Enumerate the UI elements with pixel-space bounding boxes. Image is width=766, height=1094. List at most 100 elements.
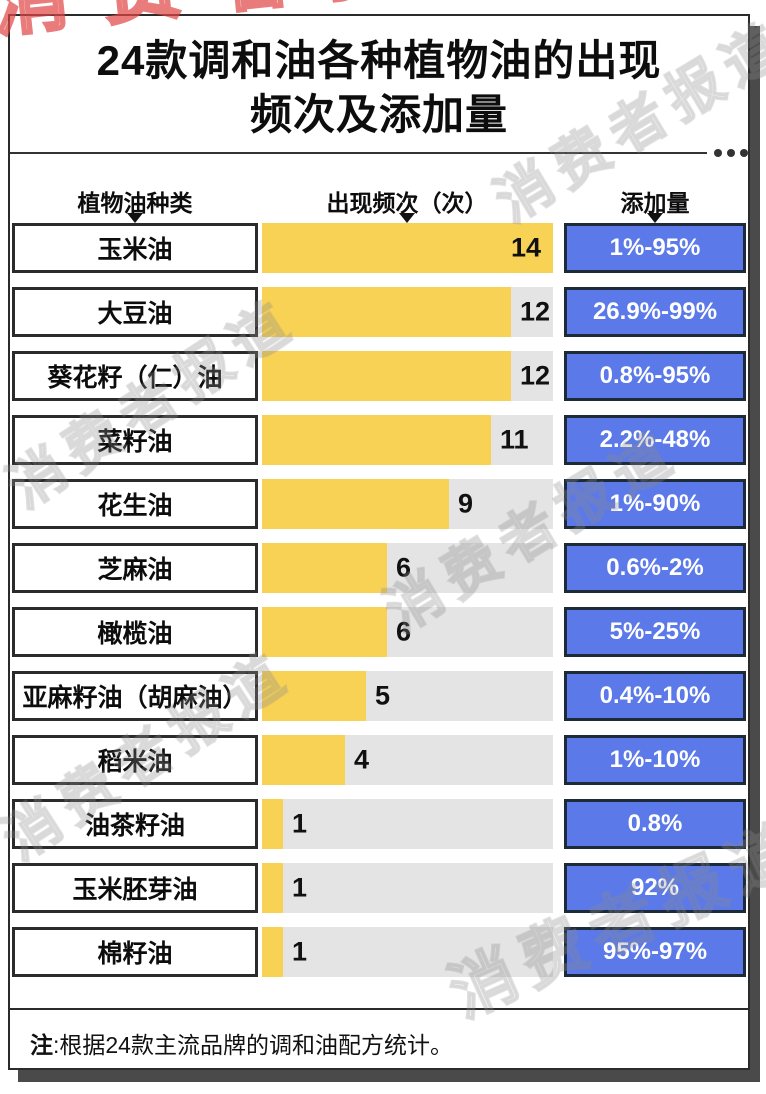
amount-value: 0.8% — [627, 810, 683, 837]
table-row: 玉米油 14 1%-95% — [12, 223, 746, 273]
amount-badge: 95%-97% — [564, 927, 746, 977]
amount-badge: 1%-95% — [564, 223, 746, 273]
column-header-frequency: 出现频次（次） — [326, 190, 488, 216]
oil-name-box: 油茶籽油 — [12, 799, 258, 849]
amount-badge: 0.8% — [564, 799, 746, 849]
triangle-down-icon — [399, 213, 415, 223]
frequency-bar-track: 1 — [262, 927, 553, 977]
column-header-oil-type: 植物油种类 — [77, 190, 193, 216]
frequency-bar-track: 1 — [262, 799, 553, 849]
frequency-value: 12 — [520, 296, 551, 327]
oil-name-box: 玉米油 — [12, 223, 258, 273]
amount-badge: 1%-90% — [564, 479, 746, 529]
frequency-bar-track: 4 — [262, 735, 553, 785]
amount-value: 26.9%-99% — [592, 298, 718, 325]
table-row: 亚麻籽油（胡麻油） 5 0.4%-10% — [12, 671, 746, 721]
frequency-bar — [262, 479, 449, 529]
frequency-bar — [262, 351, 511, 401]
amount-badge: 5%-25% — [564, 607, 746, 657]
oil-name-box: 棉籽油 — [12, 927, 258, 977]
table-row: 菜籽油 11 2.2%-48% — [12, 415, 746, 465]
frequency-value: 9 — [458, 488, 474, 519]
amount-badge: 26.9%-99% — [564, 287, 746, 337]
frequency-value: 12 — [520, 360, 551, 391]
oil-name: 花生油 — [97, 492, 173, 520]
oil-name-box: 葵花籽（仁）油 — [12, 351, 258, 401]
table-row: 芝麻油 6 0.6%-2% — [12, 543, 746, 593]
frequency-bar — [262, 607, 387, 657]
frequency-bar-track: 6 — [262, 607, 553, 657]
frequency-value: 4 — [354, 744, 370, 775]
oil-name-box: 稻米油 — [12, 735, 258, 785]
oil-name: 菜籽油 — [97, 428, 173, 456]
amount-value: 1%-95% — [609, 234, 701, 261]
oil-name-box: 花生油 — [12, 479, 258, 529]
frequency-bar — [262, 415, 491, 465]
oil-name: 芝麻油 — [97, 556, 173, 584]
amount-badge: 0.8%-95% — [564, 351, 746, 401]
oil-name: 大豆油 — [97, 300, 173, 328]
frequency-value: 1 — [292, 872, 308, 903]
amount-badge: 92% — [564, 863, 746, 913]
amount-badge: 2.2%-48% — [564, 415, 746, 465]
oil-name-box: 亚麻籽油（胡麻油） — [12, 671, 258, 721]
table-row: 葵花籽（仁）油 12 0.8%-95% — [12, 351, 746, 401]
frequency-bar-track: 1 — [262, 863, 553, 913]
oil-name-box: 芝麻油 — [12, 543, 258, 593]
frequency-value: 6 — [396, 616, 412, 647]
triangle-down-icon — [647, 213, 663, 223]
footnote: 注:根据24款主流品牌的调和油配方统计。 — [30, 1026, 736, 1060]
table-row: 大豆油 12 26.9%-99% — [12, 287, 746, 337]
oil-name: 玉米胚芽油 — [72, 876, 198, 904]
oil-name-box: 玉米胚芽油 — [12, 863, 258, 913]
table-row: 玉米胚芽油 1 92% — [12, 863, 746, 913]
table-row: 橄榄油 6 5%-25% — [12, 607, 746, 657]
frequency-bar-track: 12 — [262, 287, 553, 337]
oil-name-box: 橄榄油 — [12, 607, 258, 657]
frequency-bar-track: 12 — [262, 351, 553, 401]
frequency-value: 1 — [292, 808, 308, 839]
frequency-bar — [262, 799, 283, 849]
title-line-2: 频次及添加量 — [249, 90, 508, 138]
frequency-value: 1 — [292, 936, 308, 967]
oil-name: 棉籽油 — [97, 940, 173, 968]
oil-name: 油茶籽油 — [84, 812, 185, 840]
frequency-bar — [262, 287, 511, 337]
frequency-bar-track: 11 — [262, 415, 553, 465]
title-line-1: 24款调和油各种植物油的出现 — [96, 37, 662, 84]
frequency-bar — [262, 543, 387, 593]
divider-line — [10, 152, 707, 154]
oil-name: 玉米油 — [97, 236, 173, 264]
title-divider — [10, 149, 748, 157]
frequency-bar — [262, 735, 345, 785]
oil-name: 葵花籽（仁）油 — [47, 364, 223, 392]
amount-badge: 0.6%-2% — [564, 543, 746, 593]
amount-value: 0.4%-10% — [599, 682, 711, 709]
note-divider — [10, 1008, 748, 1010]
oil-name: 橄榄油 — [97, 620, 173, 648]
frequency-bar — [262, 927, 283, 977]
amount-value: 95%-97% — [602, 938, 708, 965]
oil-name-box: 大豆油 — [12, 287, 258, 337]
table-row: 花生油 9 1%-90% — [12, 479, 746, 529]
infographic-card: 24款调和油各种植物油的出现 频次及添加量 植物油种类 出现频次（次） 添加量 … — [8, 14, 750, 1070]
amount-badge: 1%-10% — [564, 735, 746, 785]
frequency-bar-track: 5 — [262, 671, 553, 721]
frequency-value: 14 — [510, 232, 541, 263]
amount-badge: 0.4%-10% — [564, 671, 746, 721]
triangle-down-icon — [127, 213, 143, 223]
oil-name-box: 菜籽油 — [12, 415, 258, 465]
amount-value: 92% — [630, 874, 680, 901]
table-row: 棉籽油 1 95%-97% — [12, 927, 746, 977]
page-title: 24款调和油各种植物油的出现 频次及添加量 — [10, 34, 748, 142]
frequency-bar-track: 6 — [262, 543, 553, 593]
frequency-bar — [262, 863, 283, 913]
frequency-bar-track: 14 — [262, 223, 553, 273]
frequency-bar — [262, 671, 366, 721]
frequency-value: 11 — [500, 424, 529, 455]
frequency-bar — [262, 223, 553, 273]
amount-value: 1%-90% — [609, 490, 701, 517]
footnote-text: :根据24款主流品牌的调和油配方统计。 — [53, 1032, 453, 1058]
amount-value: 2.2%-48% — [599, 426, 711, 453]
